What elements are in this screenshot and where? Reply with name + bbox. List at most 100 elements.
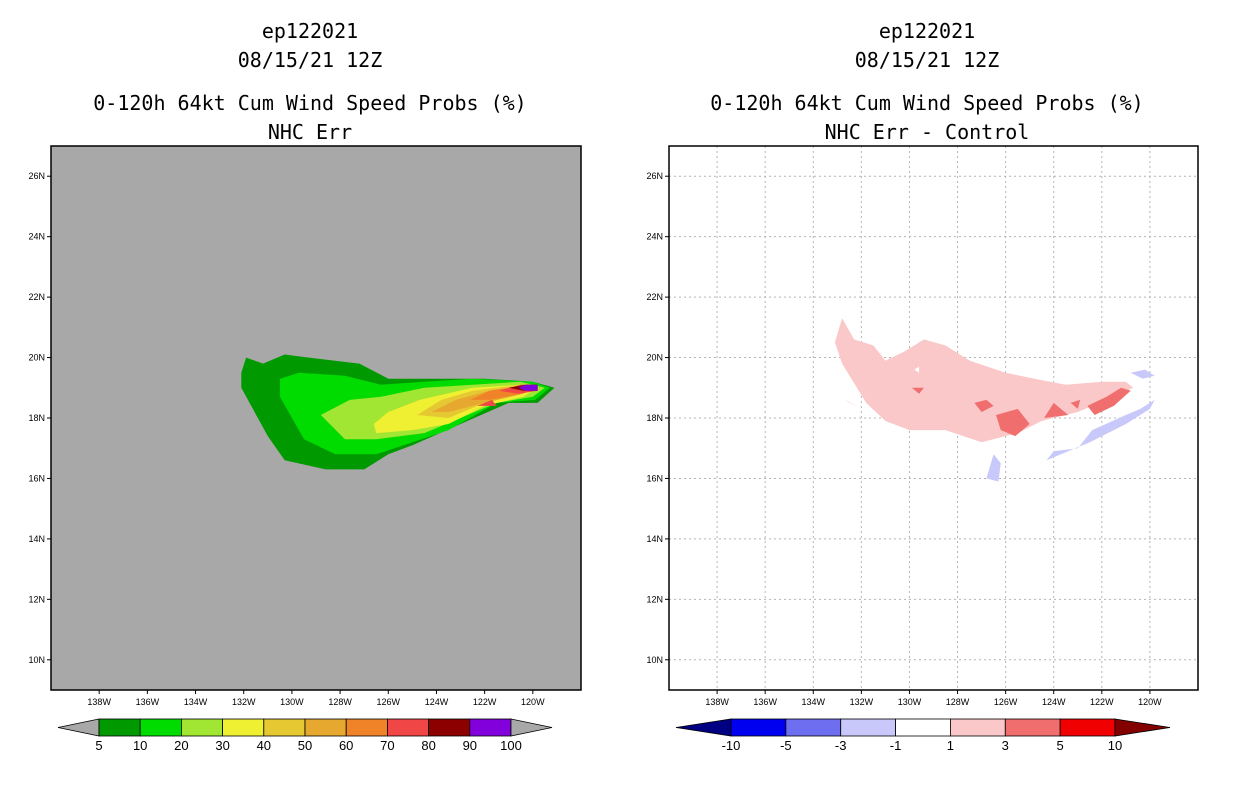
left-x-tick-label: 128W xyxy=(328,697,352,707)
right-colorbar-label: -10 xyxy=(722,738,741,753)
right-colorbar-swatch xyxy=(895,718,951,737)
right-y-tick-label: 14N xyxy=(646,534,663,544)
right-colorbar: -10 -5 -3 -1 1 3 5 10 xyxy=(675,718,1171,753)
left-colorbar-label: 50 xyxy=(298,738,312,753)
left-datetime: 08/15/21 12Z xyxy=(238,48,383,72)
left-x-tick-label: 122W xyxy=(473,697,497,707)
right-colorbar-label: 10 xyxy=(1108,738,1122,753)
left-colorbar-label: 5 xyxy=(95,738,102,753)
right-probability-contour xyxy=(974,399,994,412)
left-colorbar-swatch xyxy=(469,718,512,737)
left-colorbar-label: 40 xyxy=(257,738,271,753)
left-y-tick-label: 16N xyxy=(28,473,45,483)
left-colorbar: 5 10 20 30 40 50 60 70 80 90 100 xyxy=(57,718,553,753)
left-colorbar-swatch xyxy=(98,718,141,737)
left-x-tick-label: 120W xyxy=(521,697,545,707)
left-colorbar-swatch xyxy=(386,718,429,737)
left-colorbar-label: 60 xyxy=(339,738,353,753)
left-colorbar-label: 20 xyxy=(174,738,188,753)
left-x-tick-label: 126W xyxy=(377,697,401,707)
left-y-tick-label: 18N xyxy=(28,413,45,423)
right-x-tick-label: 126W xyxy=(994,697,1018,707)
right-colorbar-low-arrow xyxy=(675,718,732,737)
right-x-tick-label: 132W xyxy=(850,697,874,707)
left-colorbar-swatch xyxy=(139,718,182,737)
left-y-tick-label: 14N xyxy=(28,534,45,544)
left-chart-subtitle: NHC Err xyxy=(268,120,352,144)
left-y-tick-label: 26N xyxy=(28,171,45,181)
left-colorbar-label: 30 xyxy=(215,738,229,753)
left-colorbar-swatch xyxy=(304,718,347,737)
right-x-tick-label: 134W xyxy=(802,697,826,707)
right-x-tick-label: 138W xyxy=(705,697,729,707)
right-colorbar-swatch xyxy=(950,718,1006,737)
right-colorbar-label: 5 xyxy=(1057,738,1064,753)
left-panel-titles: ep122021 08/15/21 12Z 0-120h 64kt Cum Wi… xyxy=(93,19,526,144)
right-x-tick-label: 130W xyxy=(898,697,922,707)
left-colorbar-label: 100 xyxy=(500,738,522,753)
left-y-tick-label: 12N xyxy=(28,594,45,604)
right-colorbar-swatch xyxy=(730,718,787,737)
right-colorbar-label: -1 xyxy=(890,738,902,753)
right-probability-contour xyxy=(986,454,1001,482)
right-chart-subtitle: NHC Err - Control xyxy=(825,120,1030,144)
right-x-tick-label: 122W xyxy=(1090,697,1114,707)
right-probability-contour xyxy=(996,408,1030,437)
left-map-panel: 138W 136W 134W 132W 130W 128W 126W 124W 122W 120W… xyxy=(28,145,582,707)
right-y-tick-label: 20N xyxy=(646,353,663,363)
right-y-tick-label: 18N xyxy=(646,413,663,423)
right-storm-id: ep122021 xyxy=(879,19,975,43)
left-colorbar-swatch xyxy=(345,718,388,737)
left-chart-title: 0-120h 64kt Cum Wind Speed Probs (%) xyxy=(93,91,526,115)
left-x-tick-label: 132W xyxy=(232,697,256,707)
right-y-tick-label: 12N xyxy=(646,594,663,604)
right-colorbar-label: 3 xyxy=(1002,738,1009,753)
left-colorbar-swatch xyxy=(263,718,306,737)
right-colorbar-label: -3 xyxy=(835,738,847,753)
right-x-tick-label: 124W xyxy=(1042,697,1066,707)
left-y-tick-label: 20N xyxy=(28,353,45,363)
right-y-tick-label: 16N xyxy=(646,473,663,483)
left-probability-contour xyxy=(477,399,497,406)
right-chart-title: 0-120h 64kt Cum Wind Speed Probs (%) xyxy=(710,91,1143,115)
left-colorbar-label: 70 xyxy=(380,738,394,753)
left-colorbar-label: 10 xyxy=(133,738,147,753)
right-colorbar-swatch xyxy=(785,718,842,737)
left-x-tick-label: 134W xyxy=(184,697,208,707)
left-y-tick-label: 24N xyxy=(28,232,45,242)
right-colorbar-label: 1 xyxy=(947,738,954,753)
right-y-tick-label: 26N xyxy=(646,171,663,181)
left-colorbar-label: 80 xyxy=(421,738,435,753)
right-probability-contour xyxy=(1130,369,1155,379)
left-y-tick-label: 22N xyxy=(28,292,45,302)
right-colorbar-label: -5 xyxy=(780,738,792,753)
right-y-tick-label: 10N xyxy=(646,655,663,665)
left-colorbar-high-arrow xyxy=(510,718,553,737)
left-x-tick-label: 124W xyxy=(425,697,449,707)
right-colorbar-high-arrow xyxy=(1114,718,1171,737)
left-x-tick-label: 138W xyxy=(87,697,111,707)
right-panel-titles: ep122021 08/15/21 12Z 0-120h 64kt Cum Wi… xyxy=(710,19,1143,144)
right-colorbar-swatch xyxy=(1059,718,1116,737)
right-x-tick-label: 120W xyxy=(1138,697,1162,707)
right-probability-contour xyxy=(914,366,920,373)
left-colorbar-swatch xyxy=(180,718,223,737)
right-colorbar-swatch xyxy=(1004,718,1061,737)
right-probability-contour xyxy=(1046,399,1155,461)
left-storm-id: ep122021 xyxy=(262,19,358,43)
right-colorbar-swatch xyxy=(840,718,896,737)
left-x-tick-label: 130W xyxy=(280,697,304,707)
left-colorbar-low-arrow xyxy=(57,718,100,737)
right-x-tick-label: 128W xyxy=(946,697,970,707)
right-probability-contour xyxy=(911,387,924,394)
right-x-tick-label: 136W xyxy=(753,697,777,707)
left-probability-contour xyxy=(518,384,538,391)
right-y-tick-label: 24N xyxy=(646,232,663,242)
left-colorbar-swatch xyxy=(222,718,265,737)
right-probability-contour xyxy=(844,399,857,406)
left-y-tick-label: 10N xyxy=(28,655,45,665)
right-probability-contour xyxy=(1087,387,1131,415)
right-map-panel: 138W 136W 134W 132W 130W 128W 126W 124W 122W 120W… xyxy=(646,145,1199,707)
right-probability-contour xyxy=(1070,399,1081,409)
